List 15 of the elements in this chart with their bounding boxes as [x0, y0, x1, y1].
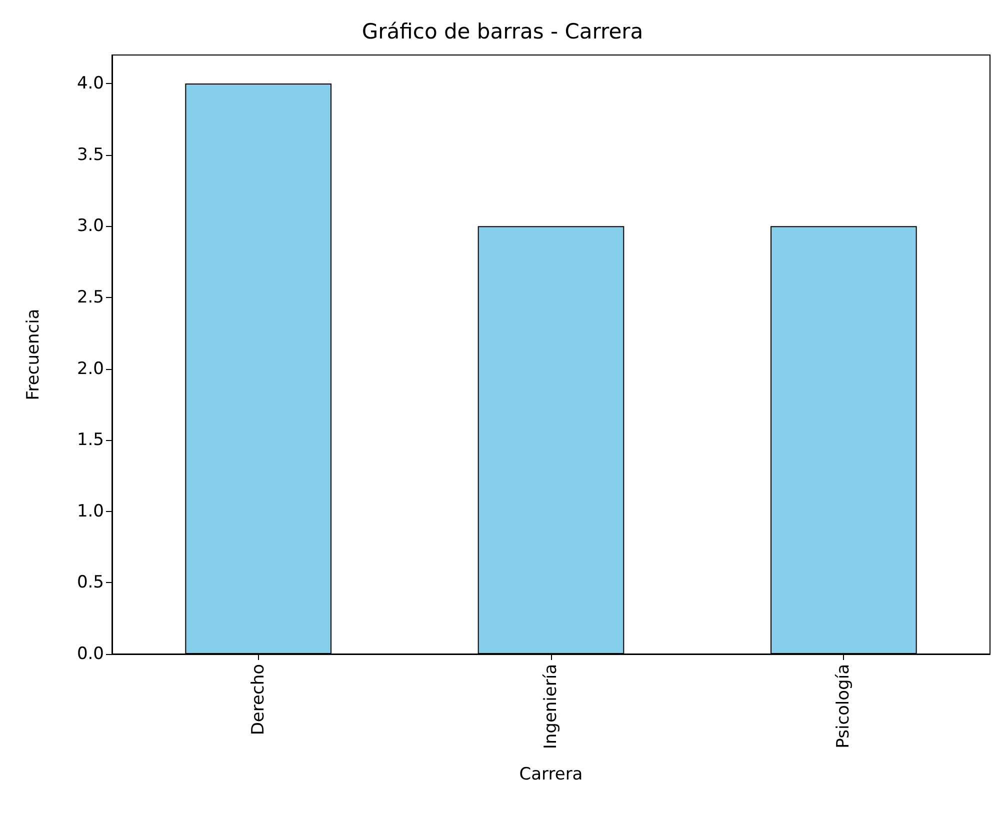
x-axis-title: Carrera: [519, 764, 583, 784]
y-tick-label: 0.0: [76, 644, 104, 664]
y-tick-label: 3.5: [76, 144, 104, 165]
x-tick-label: Derecho: [248, 664, 268, 736]
y-axis-title: Frecuencia: [24, 308, 44, 400]
x-tick-label: Ingeniería: [541, 664, 561, 750]
x-tick-label: Psicología: [834, 664, 854, 748]
y-tick-label: 2.5: [76, 287, 104, 308]
y-tick-label: 2.0: [76, 358, 104, 379]
y-tick-label: 4.0: [76, 74, 104, 94]
y-tick-label: 0.5: [76, 572, 104, 593]
chart-title: Gráfico de barras - Carrera: [362, 20, 644, 44]
y-tick-label: 1.0: [76, 501, 104, 522]
y-tick-label: 1.5: [76, 430, 104, 450]
y-tick-label: 3.0: [76, 216, 104, 236]
